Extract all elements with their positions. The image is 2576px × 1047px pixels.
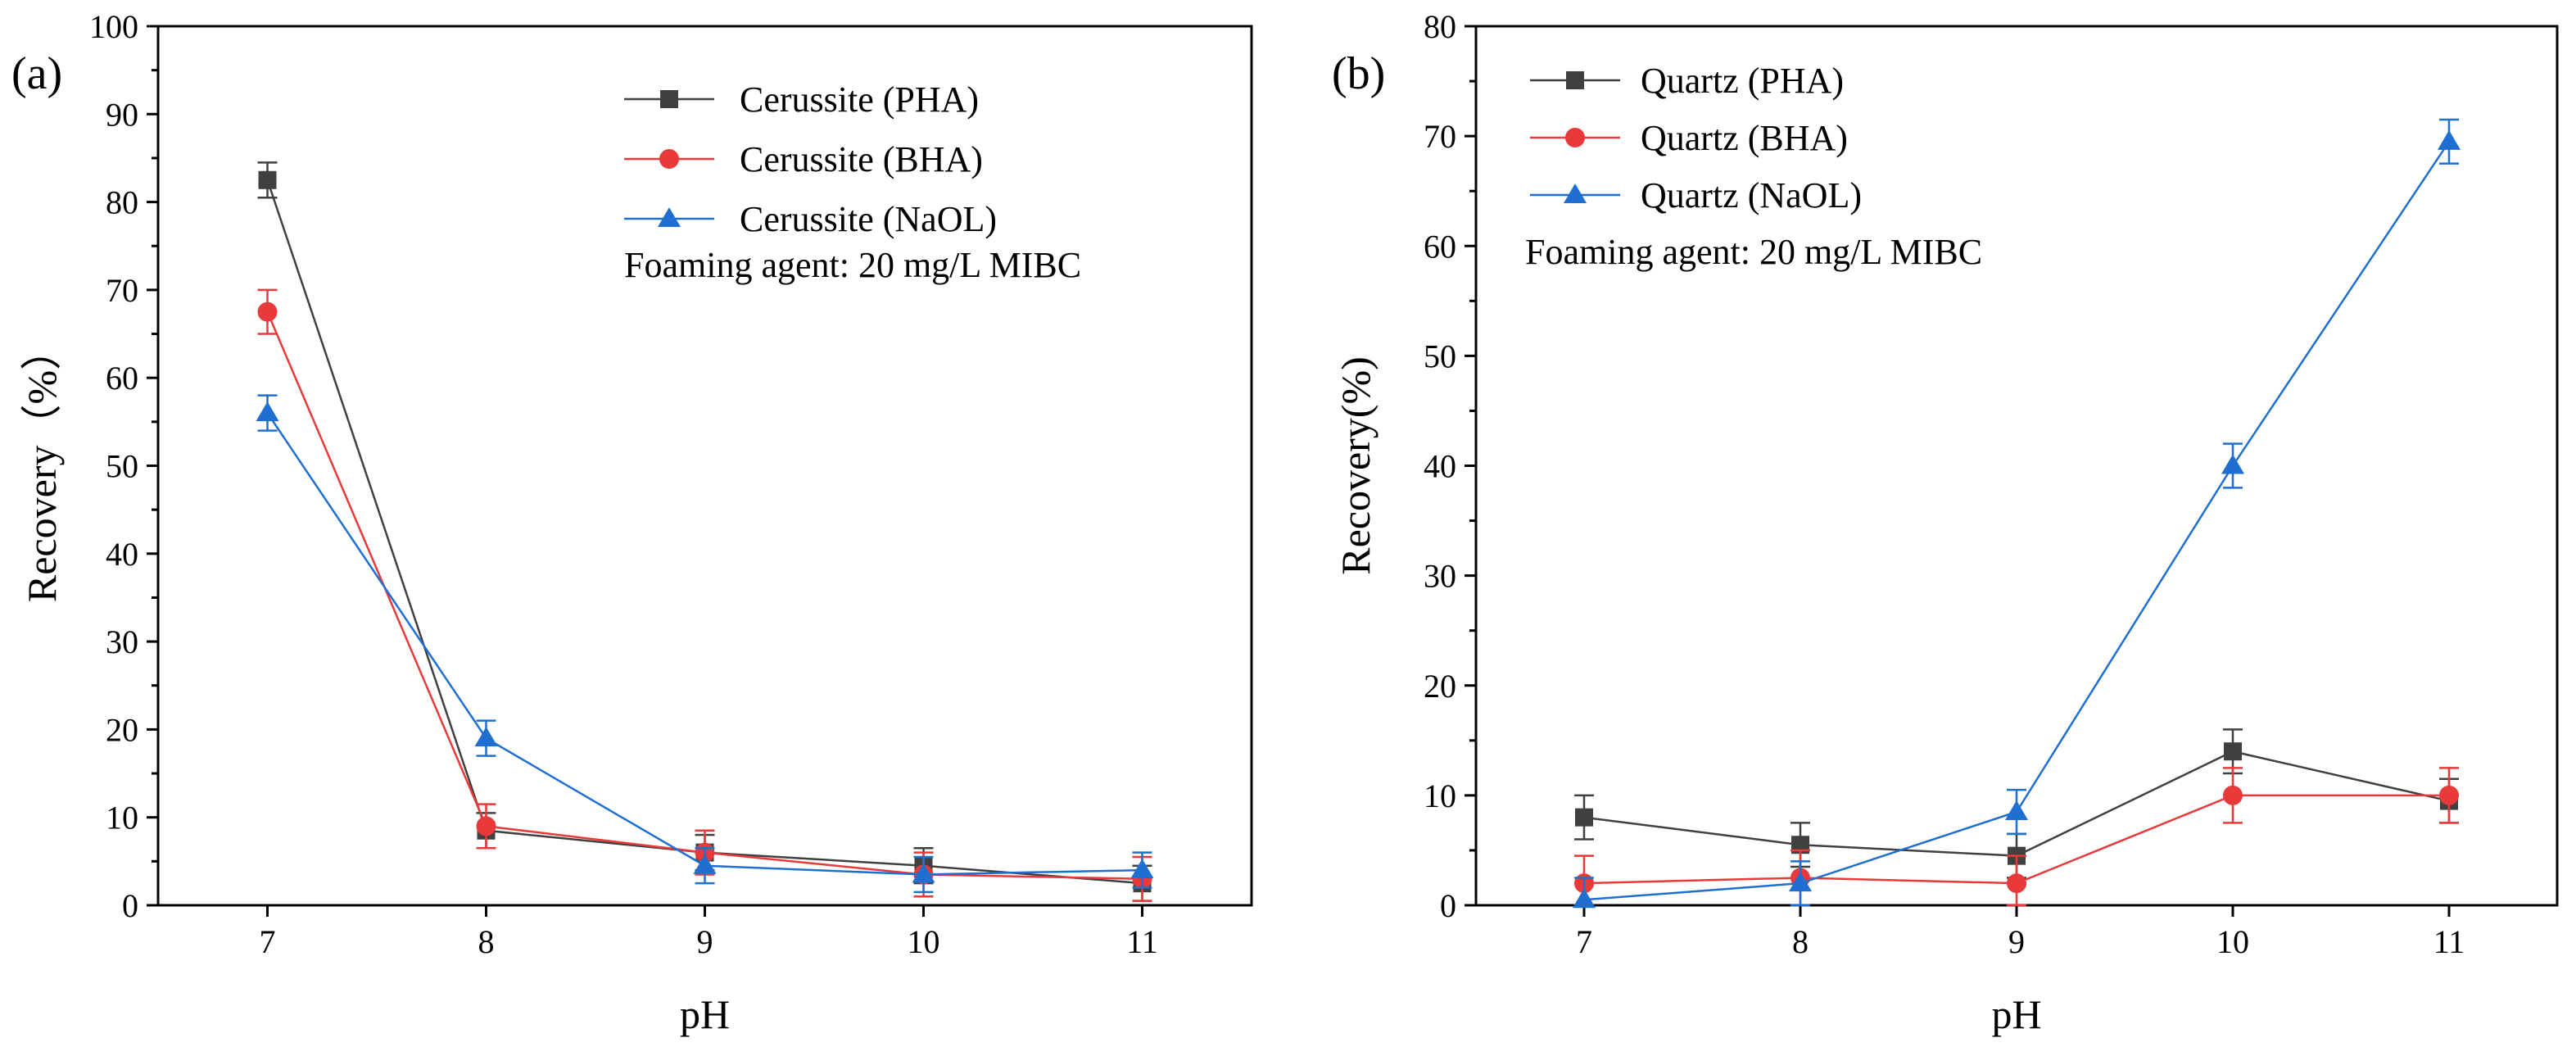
legend-marker [660, 90, 678, 108]
x-tick-label: 10 [908, 923, 940, 960]
legend-label: Cerussite (NaOL) [740, 199, 997, 239]
y-tick-label: 30 [1424, 558, 1456, 595]
y-tick-label: 60 [1424, 228, 1456, 265]
data-point [258, 170, 277, 189]
y-tick-label: 20 [1424, 668, 1456, 705]
x-tick-label: 7 [1576, 923, 1592, 960]
y-tick-label: 0 [122, 887, 138, 924]
plot-frame [1474, 25, 2559, 907]
series-triangle [256, 394, 1154, 894]
data-point [1789, 872, 1812, 892]
y-tick-label: 70 [106, 272, 138, 309]
legend-label: Quartz (PHA) [1641, 61, 1844, 101]
data-point [693, 854, 717, 874]
y-axis-label: Recovery(%) [1333, 356, 1379, 575]
panel-a: 7 8 9 10 11 0 10 20 30 40 50 60 70 80 90 100 pH Recovery（… [11, 8, 1253, 1037]
y-tick-label: 30 [106, 623, 138, 660]
data-point [1130, 859, 1154, 879]
x-tick-label: 11 [1126, 923, 1158, 960]
legend-marker [1566, 71, 1584, 89]
series-line [266, 179, 1143, 885]
x-tick-label: 8 [478, 923, 495, 960]
y-tick-label: 20 [106, 711, 138, 748]
y-tick-label: 60 [106, 360, 138, 397]
series-line [266, 311, 1143, 881]
data-point [2005, 800, 2028, 820]
x-tick-label: 11 [2433, 923, 2465, 960]
y-tick-label: 80 [1424, 8, 1456, 45]
y-tick-label: 40 [1424, 448, 1456, 485]
legend-label: Quartz (BHA) [1641, 118, 1848, 158]
x-axis-label: pH [680, 991, 730, 1037]
series-circle [257, 288, 1152, 902]
panel-label: (b) [1332, 48, 1385, 99]
y-tick-label: 10 [1424, 777, 1456, 814]
legend-marker [658, 207, 681, 227]
data-point [2224, 742, 2242, 761]
panel-label: (a) [11, 48, 62, 99]
x-tick-label: 9 [2008, 923, 2025, 960]
legend: Quartz (PHA) Quartz (BHA) Quartz (NaOL) [1530, 61, 1862, 215]
data-point [474, 727, 498, 747]
data-point [1575, 808, 1593, 827]
y-tick-label: 70 [1424, 118, 1456, 155]
data-point [2223, 785, 2243, 805]
y-tick-label: 80 [106, 184, 138, 221]
panel-b: 7 8 9 10 11 0 10 20 30 40 50 60 70 80 pH Recovery(%) (b)… [1332, 8, 2559, 1037]
y-tick-label: 50 [106, 448, 138, 485]
x-axis-label: pH [1991, 991, 2041, 1037]
data-point [257, 301, 278, 322]
y-tick-label: 90 [106, 96, 138, 133]
data-point [2439, 785, 2459, 805]
data-point [2221, 454, 2244, 474]
data-point [476, 816, 496, 836]
y-tick-label: 100 [89, 8, 138, 45]
legend: Cerussite (PHA) Cerussite (BHA) Cerussite … [624, 79, 997, 239]
legend-marker [659, 149, 679, 169]
legend-marker [1564, 184, 1587, 203]
x-tick-label: 10 [2216, 923, 2249, 960]
y-axis-label: Recovery（%） [19, 329, 65, 602]
y-tick-label: 10 [106, 800, 138, 836]
x-tick-label: 7 [260, 923, 276, 960]
annotation: Foaming agent: 20 mg/L MIBC [624, 245, 1081, 285]
series-triangle [1573, 118, 2461, 909]
legend-label: Cerussite (PHA) [740, 79, 979, 120]
y-tick-label: 50 [1424, 338, 1456, 374]
data-point [256, 401, 279, 422]
legend-label: Cerussite (BHA) [740, 139, 983, 179]
x-tick-label: 9 [697, 923, 713, 960]
data-point [1573, 888, 1596, 909]
legend-marker [1565, 128, 1585, 147]
data-point [2438, 129, 2461, 150]
annotation: Foaming agent: 20 mg/L MIBC [1525, 232, 1982, 272]
x-tick-label: 8 [1792, 923, 1809, 960]
data-point [912, 863, 935, 883]
y-tick-label: 40 [106, 536, 138, 573]
series-line [266, 412, 1143, 876]
data-point [2007, 873, 2026, 894]
y-tick-label: 0 [1440, 887, 1456, 924]
legend-label: Quartz (NaOL) [1641, 175, 1862, 215]
